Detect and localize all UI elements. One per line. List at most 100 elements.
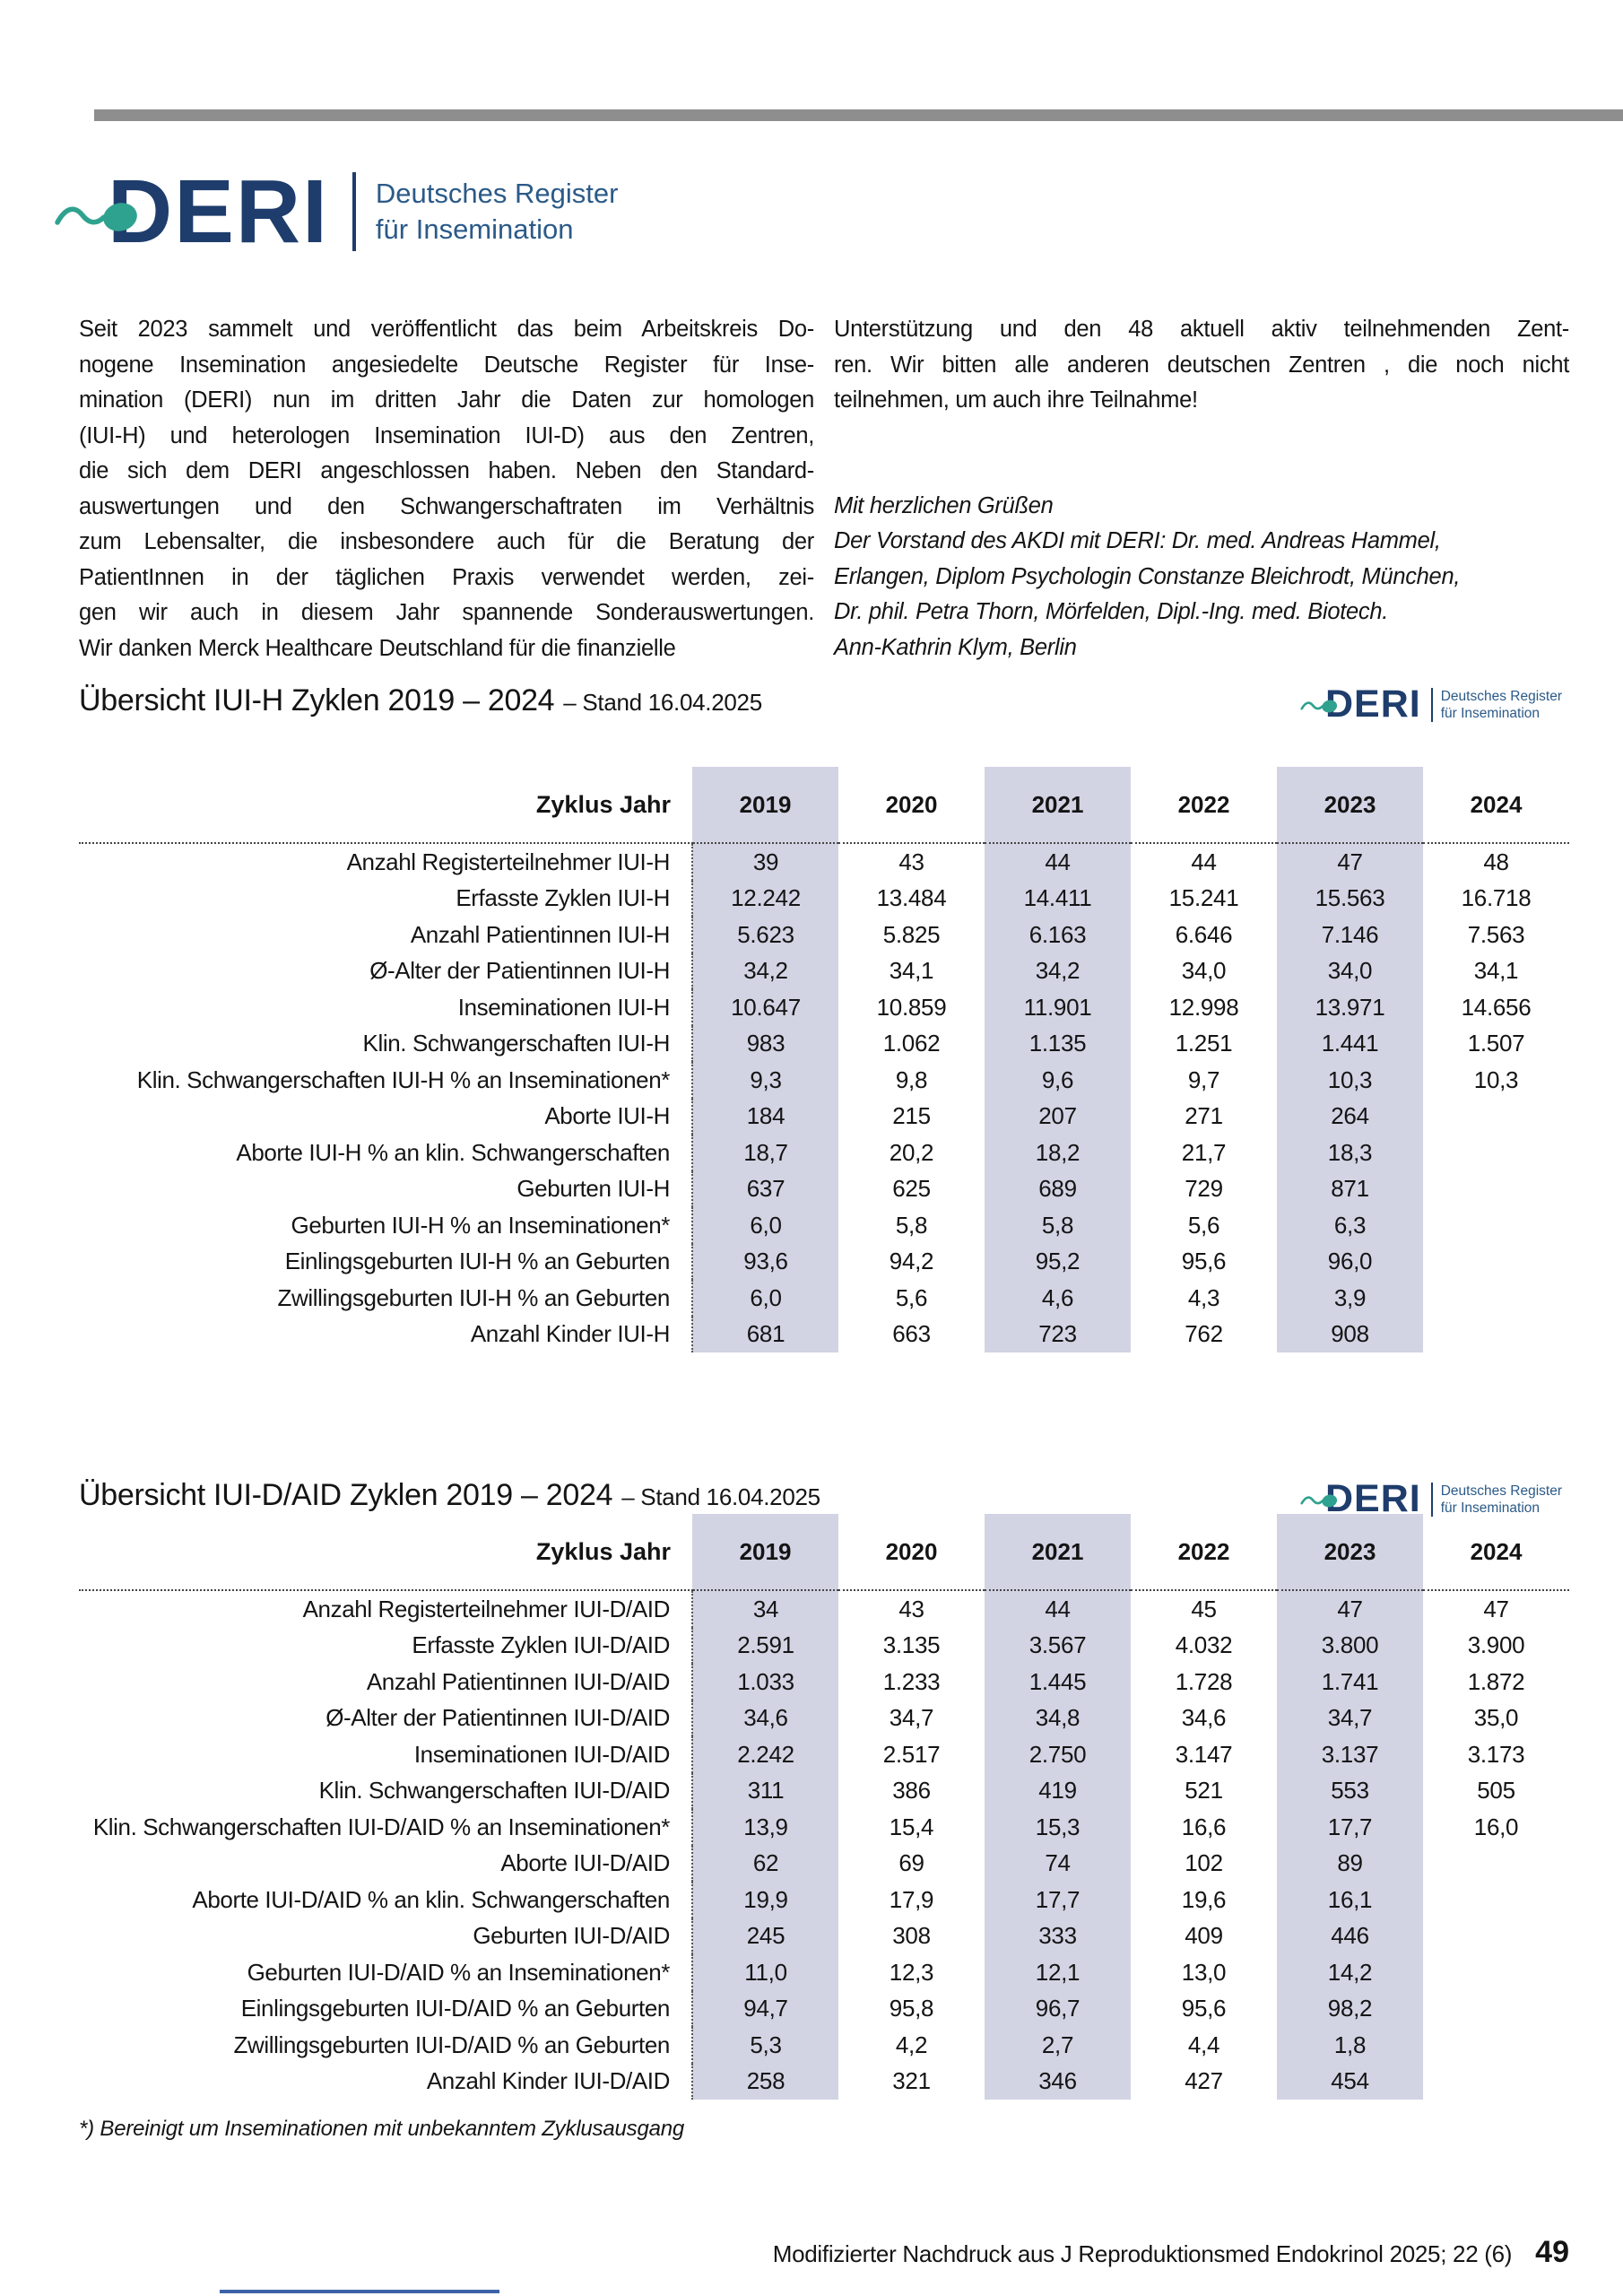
cell-value: 5.825 bbox=[882, 920, 941, 948]
deri-logo-mini-2: DERI Deutsches Register für Insemination bbox=[1300, 1480, 1562, 1518]
logo-tagline: Deutsches Register für Insemination bbox=[1441, 688, 1562, 722]
cell-value: 505 bbox=[1477, 1777, 1515, 1805]
cell-value bbox=[1423, 1244, 1569, 1281]
cell-value bbox=[1423, 2027, 1569, 2064]
row-label: Inseminationen IUI-H bbox=[457, 993, 671, 1021]
row-label: Anzahl Kinder IUI-H bbox=[470, 1320, 671, 1348]
table-row: Zwillingsgeburten IUI-D/AID % an Geburte… bbox=[79, 2027, 1569, 2064]
cell-value: 6,3 bbox=[1277, 1207, 1423, 1244]
cell-value: 10,3 bbox=[1473, 1065, 1519, 1093]
cell-value: 34,6 bbox=[691, 1700, 838, 1736]
cell-value: 983 bbox=[691, 1025, 838, 1062]
logo-tagline-line1: Deutsches Register bbox=[1440, 1483, 1562, 1499]
deri-logo-mini-1: DERI Deutsches Register für Insemination bbox=[1300, 685, 1562, 724]
year-header: 2020 bbox=[838, 1514, 985, 1591]
table-row: Geburten IUI-D/AID 245 308 333 409 446 bbox=[79, 1918, 1569, 1954]
text-line: Dr. phil. Petra Thorn, Mörfelden, Dipl.-… bbox=[834, 599, 1389, 624]
cell-value: 13.484 bbox=[876, 884, 947, 912]
cell-value: 2,7 bbox=[985, 2027, 1131, 2064]
cell-value bbox=[1423, 1882, 1569, 1918]
logo-tagline: Deutsches Register für Insemination bbox=[376, 176, 619, 248]
cell-value: 1.062 bbox=[882, 1030, 941, 1057]
cell-value: 74 bbox=[985, 1845, 1131, 1882]
cell-value: 19,6 bbox=[1181, 1885, 1227, 1913]
cell-value: 10.859 bbox=[876, 993, 947, 1021]
cell-value: 1.741 bbox=[1277, 1664, 1423, 1700]
year-header: 2021 bbox=[985, 767, 1131, 844]
row-label: Einlingsgeburten IUI-H % an Geburten bbox=[284, 1248, 671, 1275]
cell-value: 409 bbox=[1185, 1922, 1223, 1950]
cell-value: 44 bbox=[985, 1590, 1131, 1628]
intro-left-column: Seit 2023 sammelt und veröffentlicht das… bbox=[79, 312, 814, 666]
row-label: Anzahl Patientinnen IUI-D/AID bbox=[366, 1667, 671, 1695]
year-header: 2019 bbox=[692, 767, 838, 844]
deri-acronym-wrap: DERI bbox=[1300, 685, 1421, 724]
table-row: Klin. Schwangerschaften IUI-H % an Insem… bbox=[79, 1062, 1569, 1099]
row-label: Klin. Schwangerschaften IUI-D/AID bbox=[318, 1777, 671, 1805]
cell-value: 446 bbox=[1277, 1918, 1423, 1954]
text-line: ren. Wir bitten alle anderen deutschen Z… bbox=[834, 352, 1569, 378]
row-label: Anzahl Kinder IUI-D/AID bbox=[426, 2067, 671, 2095]
table-row: Aborte IUI-H 184 215 207 271 264 bbox=[79, 1098, 1569, 1135]
cell-value: 2.591 bbox=[691, 1627, 838, 1664]
cell-value: 553 bbox=[1277, 1772, 1423, 1809]
row-label: Geburten IUI-H bbox=[516, 1175, 670, 1203]
cell-value: 18,7 bbox=[691, 1135, 838, 1171]
cell-value: 386 bbox=[892, 1777, 931, 1805]
cell-value: 723 bbox=[985, 1316, 1131, 1352]
table-row: Einlingsgeburten IUI-H % an Geburten 93,6… bbox=[79, 1243, 1569, 1281]
table-row: Ø-Alter der Patientinnen IUI-H 34,2 34,1 34… bbox=[79, 952, 1569, 989]
cell-value: 2.242 bbox=[691, 1736, 838, 1773]
cell-value: 13,0 bbox=[1181, 1958, 1227, 1986]
row-label: Einlingsgeburten IUI-D/AID % an Geburten bbox=[240, 1995, 671, 2022]
cell-value: 5,8 bbox=[985, 1207, 1131, 1244]
cell-value: 419 bbox=[985, 1772, 1131, 1809]
cell-value: 34,6 bbox=[1181, 1704, 1227, 1732]
cell-value: 729 bbox=[1185, 1175, 1223, 1203]
cell-value: 871 bbox=[1277, 1170, 1423, 1207]
cell-value: 34 bbox=[691, 1590, 838, 1628]
year-header: 2022 bbox=[1131, 767, 1277, 844]
cell-value bbox=[1423, 1991, 1569, 2028]
text-line: Mit herzlichen Grüßen bbox=[834, 492, 1054, 518]
cell-value: 4,3 bbox=[1187, 1283, 1220, 1311]
table-row: Anzahl Kinder IUI-H 681 663 723 762 908 bbox=[79, 1316, 1569, 1352]
row-label: Erfasste Zyklen IUI-D/AID bbox=[412, 1631, 670, 1659]
cell-value: 2.750 bbox=[985, 1736, 1131, 1773]
sperm-icon bbox=[1300, 700, 1338, 713]
text-line: mination (DERI) nun im dritten Jahr die … bbox=[79, 387, 814, 413]
cell-value: 18,3 bbox=[1277, 1135, 1423, 1171]
row-label: Ø-Alter der Patientinnen IUI-H bbox=[369, 957, 670, 985]
table-row: Klin. Schwangerschaften IUI-D/AID % an I… bbox=[79, 1809, 1569, 1846]
cell-value: 6.646 bbox=[1175, 920, 1233, 948]
deri-acronym: DERI bbox=[108, 161, 329, 262]
cell-value: 3.173 bbox=[1467, 1740, 1525, 1768]
cell-value: 6,0 bbox=[691, 1280, 838, 1317]
cell-value: 39 bbox=[691, 843, 838, 881]
cell-value: 1.135 bbox=[985, 1025, 1131, 1062]
page-footer: Modifizierter Nachdruck aus J Reprodukti… bbox=[773, 2235, 1569, 2270]
cell-value: 48 bbox=[1483, 848, 1509, 875]
row-label: Geburten IUI-H % an Inseminationen* bbox=[291, 1211, 671, 1239]
logo-tagline-line1: Deutsches Register bbox=[1440, 688, 1562, 704]
cell-value bbox=[1423, 1846, 1569, 1883]
zyklus-jahr-header: Zyklus Jahr bbox=[79, 767, 692, 844]
cell-value: 34,7 bbox=[1277, 1700, 1423, 1736]
table-row: Anzahl Patientinnen IUI-D/AID 1.033 1.233 1… bbox=[79, 1664, 1569, 1700]
cell-value: 258 bbox=[691, 2063, 838, 2100]
table-row: Geburten IUI-H 637 625 689 729 871 bbox=[79, 1170, 1569, 1207]
table-row: Aborte IUI-D/AID % an klin. Schwangersch… bbox=[79, 1882, 1569, 1918]
deri-acronym-wrap: DERI bbox=[55, 167, 329, 257]
row-label: Aborte IUI-H bbox=[544, 1102, 670, 1130]
cell-value: 89 bbox=[1277, 1845, 1423, 1882]
cell-value: 34,2 bbox=[691, 952, 838, 989]
logo-tagline-line2: für Insemination bbox=[1440, 705, 1541, 721]
cell-value: 17,7 bbox=[985, 1882, 1131, 1918]
cell-value: 47 bbox=[1483, 1595, 1509, 1622]
logo-tagline-line2: für Insemination bbox=[375, 213, 574, 245]
cell-value: 12,1 bbox=[985, 1954, 1131, 1991]
cell-value: 45 bbox=[1191, 1595, 1217, 1622]
cell-value: 1,8 bbox=[1277, 2027, 1423, 2064]
cell-value: 17,9 bbox=[889, 1885, 934, 1913]
cell-value: 1.233 bbox=[882, 1667, 941, 1695]
